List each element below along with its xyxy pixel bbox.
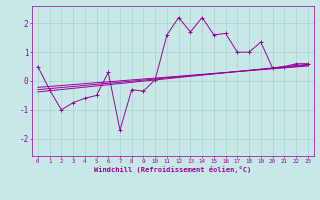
X-axis label: Windchill (Refroidissement éolien,°C): Windchill (Refroidissement éolien,°C) bbox=[94, 166, 252, 173]
